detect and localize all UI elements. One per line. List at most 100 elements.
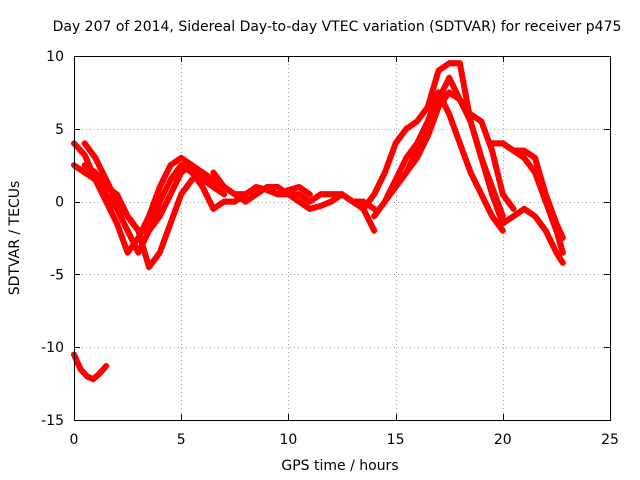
- data-point: [108, 209, 115, 216]
- data-point: [119, 235, 126, 241]
- data-point: [446, 74, 453, 81]
- data-point: [369, 224, 376, 231]
- data-point: [417, 147, 424, 154]
- data-point: [160, 191, 167, 198]
- data-point: [158, 209, 165, 216]
- data-point: [113, 220, 120, 227]
- data-point: [383, 164, 390, 171]
- data-point: [306, 191, 313, 198]
- data-point: [483, 169, 490, 176]
- data-point: [442, 104, 449, 110]
- data-point: [431, 113, 438, 120]
- data-point: [208, 202, 215, 209]
- data-point: [546, 208, 553, 215]
- data-point: [451, 85, 458, 92]
- data-point: [121, 239, 127, 246]
- data-point: [389, 150, 395, 157]
- data-point: [449, 120, 456, 127]
- x-tick-label: 25: [601, 432, 619, 448]
- data-point: [119, 216, 126, 223]
- data-point: [557, 242, 564, 249]
- data-point: [471, 130, 478, 137]
- data-point: [481, 198, 488, 205]
- data-point: [490, 154, 497, 161]
- data-point: [444, 107, 451, 114]
- data-point: [551, 222, 558, 229]
- series-track-4: [81, 162, 217, 271]
- data-point: [104, 202, 111, 209]
- data-point: [378, 176, 385, 183]
- data-point: [158, 195, 165, 201]
- data-point: [535, 179, 542, 186]
- data-point: [462, 154, 469, 161]
- data-point: [121, 220, 127, 227]
- data-point: [553, 227, 560, 234]
- data-point: [544, 203, 551, 210]
- data-point: [199, 184, 206, 190]
- data-point: [96, 162, 102, 169]
- data-point: [165, 165, 172, 172]
- data-point: [480, 159, 487, 166]
- data-point: [532, 169, 538, 176]
- data-point: [499, 213, 506, 220]
- data-point: [533, 161, 540, 167]
- data-point: [554, 231, 561, 238]
- data-point: [102, 364, 109, 371]
- data-point: [433, 108, 440, 115]
- data-point: [167, 191, 174, 198]
- data-point: [546, 235, 553, 241]
- data-point: [428, 123, 435, 130]
- data-point: [203, 191, 210, 198]
- data-point: [156, 249, 163, 256]
- data-point: [440, 85, 447, 92]
- data-point: [92, 154, 99, 161]
- data-point: [171, 184, 178, 190]
- data-point: [165, 225, 172, 232]
- data-point: [399, 162, 406, 169]
- data-point: [485, 205, 492, 212]
- data-point: [122, 224, 129, 231]
- data-point: [113, 191, 120, 198]
- data-point: [510, 205, 517, 212]
- data-point: [151, 198, 158, 205]
- data-point: [496, 203, 503, 210]
- data-point: [431, 79, 438, 86]
- data-point: [201, 187, 208, 194]
- data-point: [103, 363, 110, 370]
- data-point: [474, 184, 481, 190]
- data-point: [396, 169, 403, 176]
- data-point: [206, 198, 213, 205]
- data-point: [128, 235, 135, 241]
- data-point: [483, 202, 490, 209]
- x-tick-labels: 0 5 10 15 20 25: [70, 432, 619, 448]
- x-tick-label: 5: [177, 432, 186, 448]
- data-point: [426, 128, 433, 135]
- data-point: [559, 249, 566, 256]
- data-point: [83, 156, 90, 163]
- data-point: [448, 78, 454, 85]
- data-point: [537, 184, 544, 190]
- data-point: [131, 242, 138, 249]
- data-point: [153, 208, 160, 215]
- data-point: [480, 123, 487, 130]
- data-point: [449, 82, 456, 89]
- data-point: [126, 231, 133, 238]
- data-point: [174, 201, 181, 207]
- data-point: [158, 180, 165, 187]
- data-point: [494, 198, 501, 205]
- data-point: [117, 230, 124, 237]
- data-point: [548, 213, 554, 220]
- data-point: [558, 245, 565, 252]
- data-point: [415, 151, 422, 158]
- ticks: [74, 56, 611, 421]
- data-point: [147, 208, 154, 215]
- data-point: [555, 235, 562, 241]
- data-point: [142, 220, 149, 227]
- data-point: [439, 89, 446, 96]
- data-point: [167, 220, 174, 227]
- data-point: [424, 104, 431, 110]
- y-tick-label: -5: [50, 267, 64, 283]
- data-point: [110, 213, 117, 220]
- data-point: [144, 258, 151, 265]
- data-point: [487, 179, 494, 186]
